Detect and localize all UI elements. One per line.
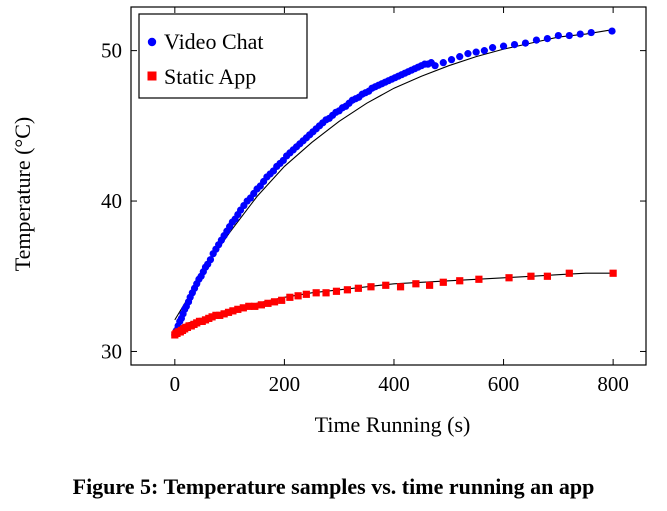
video-chat-point [472,48,480,56]
static-app-point [332,287,341,295]
x-tick-label: 800 [597,372,629,396]
static-app-point [239,304,247,312]
video-chat-point [532,36,541,44]
x-axis-label: Time Running (s) [315,412,471,437]
video-chat-point [499,42,508,50]
plot-frame [130,6,647,366]
y-tick-label: 50 [101,39,122,63]
static-app-point [475,275,483,283]
static-app-point [322,289,330,297]
static-app-point [251,302,259,310]
static-app-point [439,278,447,286]
static-app-point [565,269,573,277]
y-axis-label: Temperature (°C) [10,117,35,271]
video-chat-point [431,62,439,70]
static-app-point [220,310,228,318]
static-app-point [543,272,551,280]
static-app-point [216,311,224,319]
video-chat-point [543,34,551,43]
static-app-point [224,308,233,316]
static-app-point [382,281,390,289]
static-app-point [354,284,362,292]
static-app-point [609,269,617,277]
figure-caption: Figure 5: Temperature samples vs. time r… [72,474,595,499]
static-app-point [286,293,294,301]
static-app-point [264,299,272,307]
legend-label-static-app: Static App [164,64,256,89]
static-app-point [367,283,375,291]
video-chat-point [565,31,573,40]
static-app-point [412,280,420,288]
static-app-point [456,277,464,285]
static-app-fit-line [174,272,614,330]
static-app-point [234,305,242,313]
x-tick-label: 600 [488,372,520,396]
video-chat-point [464,50,472,58]
static-app-point [312,289,320,297]
static-app-point [302,290,310,298]
legend-marker-static-app [147,71,157,81]
y-tick-label: 40 [101,189,122,213]
axis-ticks: 0 200 400 600 800 30 40 50 [101,7,646,396]
legend-marker-video-chat [147,37,157,47]
video-chat-point [439,59,447,67]
video-chat-point [608,27,616,35]
video-chat-point [521,39,530,47]
static-app-point [229,307,237,315]
video-chat-point [488,44,497,52]
static-app-point [212,311,220,319]
video-chat-point [480,47,488,55]
x-tick-label: 400 [378,372,410,396]
video-chat-point [587,28,595,37]
static-app-point [257,301,265,309]
legend: Video Chat Static App [138,13,308,99]
static-app-point [343,286,352,294]
legend-label-video-chat: Video Chat [164,29,264,54]
legend-box [138,13,308,99]
x-tick-label: 200 [269,372,301,396]
video-chat-point [576,30,584,38]
static-app-point [270,298,279,306]
y-tick-label: 30 [101,339,122,363]
static-app-point [245,302,253,310]
static-app-point [294,292,302,300]
video-chat-point [510,41,519,49]
static-app-point [396,283,405,291]
temperature-chart: 0 200 400 600 800 30 40 50 Time Running (s) Tem… [10,6,647,437]
static-app-point [425,281,434,289]
video-chat-point [554,31,562,40]
data-points [171,27,617,339]
static-app-point [527,272,535,280]
video-chat-point [456,53,464,61]
static-app-point [278,296,286,304]
static-app-point [505,274,513,282]
video-chat-point [447,56,456,64]
video-chat-point [206,256,215,264]
x-tick-label: 0 [170,372,181,396]
static-app-point [208,313,216,321]
